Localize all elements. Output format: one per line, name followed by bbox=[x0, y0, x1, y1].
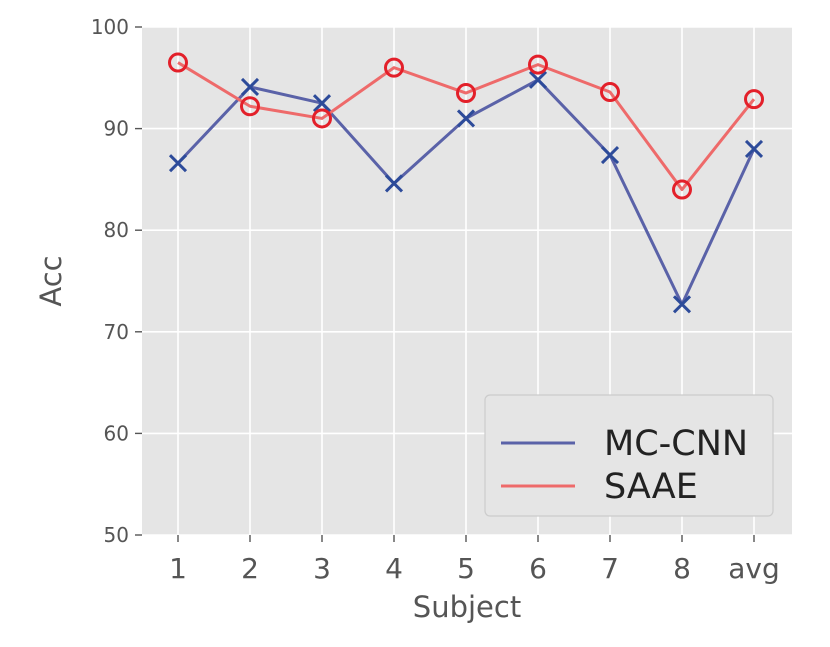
x-tick-label: 6 bbox=[529, 552, 547, 585]
marker-stroke bbox=[600, 145, 620, 165]
series-markers bbox=[168, 52, 764, 314]
x-tick-label: avg bbox=[728, 552, 780, 585]
data-point-circle-marker bbox=[528, 54, 548, 75]
marker-stroke bbox=[456, 109, 476, 128]
data-point-x-marker bbox=[528, 70, 548, 89]
data-point-circle-marker bbox=[384, 57, 404, 78]
grid-lines bbox=[142, 26, 792, 536]
data-point-circle-marker bbox=[672, 179, 692, 200]
y-tick-label: 90 bbox=[104, 117, 129, 141]
legend-label: SAAE bbox=[604, 467, 698, 507]
data-point-x-marker bbox=[312, 94, 332, 113]
marker-stroke bbox=[672, 295, 692, 314]
data-point-circle-marker bbox=[312, 108, 332, 129]
x-tick-label: 2 bbox=[241, 552, 259, 585]
marker-stroke bbox=[312, 94, 332, 113]
y-tick-label: 60 bbox=[104, 421, 129, 445]
x-tick-label: 8 bbox=[673, 552, 691, 585]
y-axis-label: Acc bbox=[34, 255, 68, 306]
data-point-x-marker bbox=[384, 174, 404, 193]
marker-stroke bbox=[744, 139, 764, 158]
marker-stroke bbox=[528, 70, 548, 89]
y-tick-label: 80 bbox=[104, 218, 129, 242]
series-line-saae bbox=[177, 61, 756, 192]
data-point-x-marker bbox=[744, 139, 764, 158]
data-point-circle-marker bbox=[240, 96, 260, 117]
data-point-x-marker bbox=[456, 109, 476, 128]
data-point-x-marker bbox=[672, 295, 692, 314]
data-point-circle-marker bbox=[456, 83, 476, 104]
axis-ticks: 50 60 70 80 90 100 1 2 3 4 5 6 7 8 avg bbox=[91, 15, 780, 585]
data-point-circle-marker bbox=[168, 52, 188, 73]
x-tick-label: 5 bbox=[457, 552, 475, 585]
data-point-x-marker bbox=[240, 77, 260, 97]
data-point-circle-marker bbox=[744, 89, 764, 110]
legend-label: MC-CNN bbox=[604, 424, 748, 464]
x-tick-label: 7 bbox=[601, 552, 619, 585]
x-axis-label: Subject bbox=[413, 590, 521, 624]
marker-stroke bbox=[240, 77, 260, 97]
x-tick-label: 1 bbox=[169, 552, 187, 585]
y-tick-label: 70 bbox=[104, 320, 129, 344]
marker-stroke bbox=[168, 154, 188, 173]
marker-stroke bbox=[384, 174, 404, 193]
y-tick-label: 50 bbox=[104, 523, 129, 547]
data-point-circle-marker bbox=[600, 82, 620, 103]
x-tick-label: 4 bbox=[385, 552, 403, 585]
data-point-x-marker bbox=[600, 145, 620, 165]
x-tick-label: 3 bbox=[313, 552, 331, 585]
y-tick-label: 100 bbox=[91, 15, 129, 39]
data-point-x-marker bbox=[168, 154, 188, 173]
